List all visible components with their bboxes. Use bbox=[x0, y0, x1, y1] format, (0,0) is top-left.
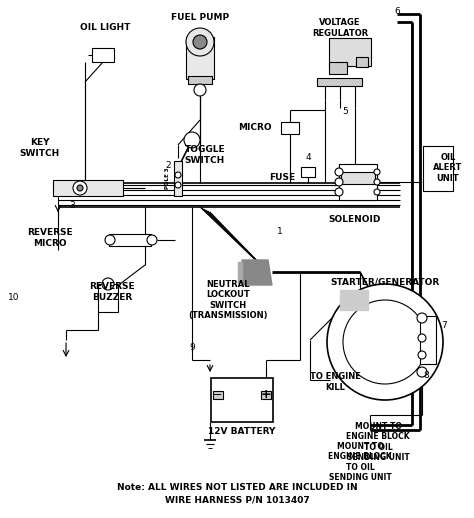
Circle shape bbox=[147, 235, 157, 245]
Text: 1: 1 bbox=[277, 227, 283, 237]
Circle shape bbox=[77, 185, 83, 191]
Text: REVERSE
BUZZER: REVERSE BUZZER bbox=[89, 282, 135, 301]
Text: Note: ALL WIRES NOT LISTED ARE INCLUDED IN: Note: ALL WIRES NOT LISTED ARE INCLUDED … bbox=[117, 483, 357, 493]
Text: 2: 2 bbox=[165, 161, 171, 169]
Text: WIRE HARNESS P/N 1013407: WIRE HARNESS P/N 1013407 bbox=[164, 496, 310, 505]
Bar bbox=[213, 391, 223, 399]
Text: VOLTAGE
REGULATOR: VOLTAGE REGULATOR bbox=[312, 18, 368, 38]
Text: 4: 4 bbox=[305, 153, 311, 163]
Bar bbox=[98, 284, 118, 312]
Circle shape bbox=[186, 28, 214, 56]
Text: REVERSE
MICRO: REVERSE MICRO bbox=[27, 228, 73, 248]
Circle shape bbox=[417, 313, 427, 323]
Circle shape bbox=[374, 169, 380, 175]
Circle shape bbox=[374, 179, 380, 185]
Circle shape bbox=[105, 235, 115, 245]
Bar bbox=[174, 161, 182, 195]
Circle shape bbox=[417, 367, 427, 377]
Bar bbox=[281, 122, 299, 134]
Text: MOUNT TO
ENGINE BLOCK
TO OIL
SENDING UNIT: MOUNT TO ENGINE BLOCK TO OIL SENDING UNI… bbox=[328, 442, 392, 482]
Text: FUEL PUMP: FUEL PUMP bbox=[171, 13, 229, 22]
Circle shape bbox=[374, 189, 380, 195]
Text: TOGGLE
SWITCH: TOGGLE SWITCH bbox=[185, 146, 225, 165]
Circle shape bbox=[343, 300, 427, 384]
Bar bbox=[301, 167, 315, 177]
Circle shape bbox=[73, 181, 87, 195]
Text: MOUNT TO
ENGINE BLOCK
TO OIL
SENDING UNIT: MOUNT TO ENGINE BLOCK TO OIL SENDING UNI… bbox=[346, 422, 410, 462]
Bar bbox=[186, 37, 214, 79]
Bar bbox=[109, 234, 151, 246]
Text: 9: 9 bbox=[189, 343, 195, 353]
Circle shape bbox=[418, 334, 426, 342]
Text: MICRO: MICRO bbox=[238, 123, 272, 133]
Text: STARTER/GENERATOR: STARTER/GENERATOR bbox=[330, 278, 439, 286]
Text: 7: 7 bbox=[441, 322, 447, 330]
Text: FUSE: FUSE bbox=[269, 174, 295, 182]
Bar bbox=[261, 391, 271, 399]
Circle shape bbox=[102, 278, 114, 290]
Text: TO ENGINE
KILL: TO ENGINE KILL bbox=[310, 372, 360, 392]
Bar bbox=[329, 62, 347, 74]
Bar bbox=[356, 57, 368, 67]
Bar bbox=[341, 172, 375, 184]
Circle shape bbox=[418, 351, 426, 359]
Text: POLE 3: POLE 3 bbox=[165, 167, 171, 189]
Bar bbox=[329, 38, 371, 66]
Circle shape bbox=[193, 35, 207, 49]
Circle shape bbox=[335, 188, 343, 196]
Bar bbox=[420, 316, 436, 364]
Circle shape bbox=[335, 168, 343, 176]
Polygon shape bbox=[242, 260, 272, 285]
Bar bbox=[211, 378, 273, 422]
Bar bbox=[339, 164, 377, 200]
Text: OIL
ALERT
UNIT: OIL ALERT UNIT bbox=[433, 153, 463, 183]
Bar bbox=[92, 48, 114, 62]
Text: 8: 8 bbox=[423, 370, 429, 380]
Bar bbox=[423, 146, 453, 191]
Polygon shape bbox=[238, 262, 242, 283]
Text: NEUTRAL
LOCKOUT
SWITCH
(TRANSMISSION): NEUTRAL LOCKOUT SWITCH (TRANSMISSION) bbox=[188, 280, 268, 320]
Polygon shape bbox=[340, 310, 368, 340]
Bar bbox=[318, 78, 363, 86]
Circle shape bbox=[175, 172, 181, 178]
Circle shape bbox=[335, 178, 343, 186]
Text: 6: 6 bbox=[394, 7, 400, 17]
Circle shape bbox=[175, 182, 181, 188]
Text: SOLENOID: SOLENOID bbox=[329, 215, 381, 224]
Text: KEY
SWITCH: KEY SWITCH bbox=[20, 138, 60, 157]
Circle shape bbox=[327, 284, 443, 400]
Bar bbox=[188, 76, 212, 84]
Polygon shape bbox=[340, 290, 368, 310]
Text: 5: 5 bbox=[342, 108, 348, 117]
Text: 12V BATTERY: 12V BATTERY bbox=[208, 427, 276, 437]
Text: OIL LIGHT: OIL LIGHT bbox=[80, 23, 130, 33]
Text: −: − bbox=[213, 390, 223, 400]
Text: 10: 10 bbox=[8, 294, 20, 303]
Bar bbox=[53, 180, 123, 196]
Circle shape bbox=[184, 132, 200, 148]
Text: +: + bbox=[261, 388, 271, 401]
Circle shape bbox=[194, 84, 206, 96]
Text: 3: 3 bbox=[69, 202, 75, 210]
